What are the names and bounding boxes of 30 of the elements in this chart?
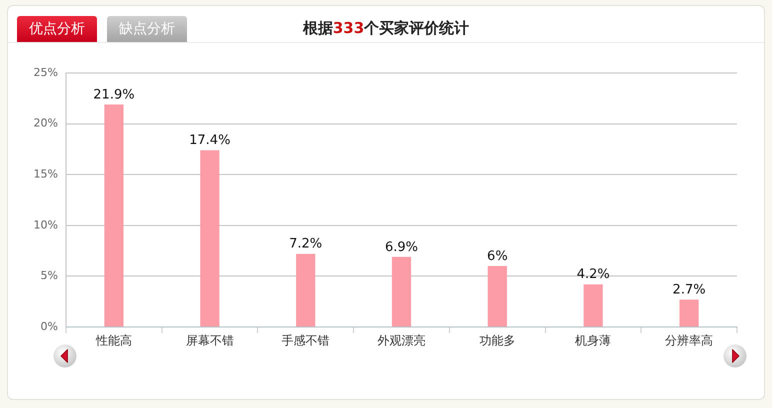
data-label: 2.7%	[672, 282, 706, 298]
y-tick-label: 20%	[34, 116, 58, 130]
y-tick-label: 5%	[40, 269, 58, 282]
x-tick-label: 手感不错	[282, 333, 330, 348]
x-tick-label: 性能高	[94, 333, 132, 348]
bar	[392, 256, 412, 326]
data-label: 17.4%	[189, 133, 230, 148]
x-tick-label: 功能多	[479, 333, 516, 348]
bar	[296, 254, 316, 326]
x-tick-label: 机身薄	[575, 333, 612, 348]
x-tick-label: 屏幕不错	[186, 333, 234, 348]
text: 优点分析	[29, 20, 85, 38]
bar	[200, 150, 220, 326]
data-label: 6.9%	[384, 240, 418, 255]
bar	[679, 300, 699, 326]
bar	[104, 104, 124, 326]
data-label: 6%	[487, 248, 508, 264]
chart-title: 根据333个买家评价统计	[302, 19, 470, 37]
data-label: 21.9%	[93, 87, 135, 102]
x-tick-label: 外观漂亮	[378, 333, 426, 348]
y-tick-label: 0%	[40, 320, 58, 333]
bar	[488, 266, 507, 326]
y-tick-label: 10%	[34, 218, 58, 232]
bar	[584, 284, 603, 326]
data-label: 4.2%	[576, 267, 610, 282]
y-tick-label: 25%	[34, 66, 58, 79]
text: 缺点分析	[119, 20, 175, 38]
data-label: 7.2%	[289, 236, 322, 252]
y-tick-label: 15%	[34, 167, 58, 180]
x-tick-label: 分辨率高	[665, 333, 714, 348]
